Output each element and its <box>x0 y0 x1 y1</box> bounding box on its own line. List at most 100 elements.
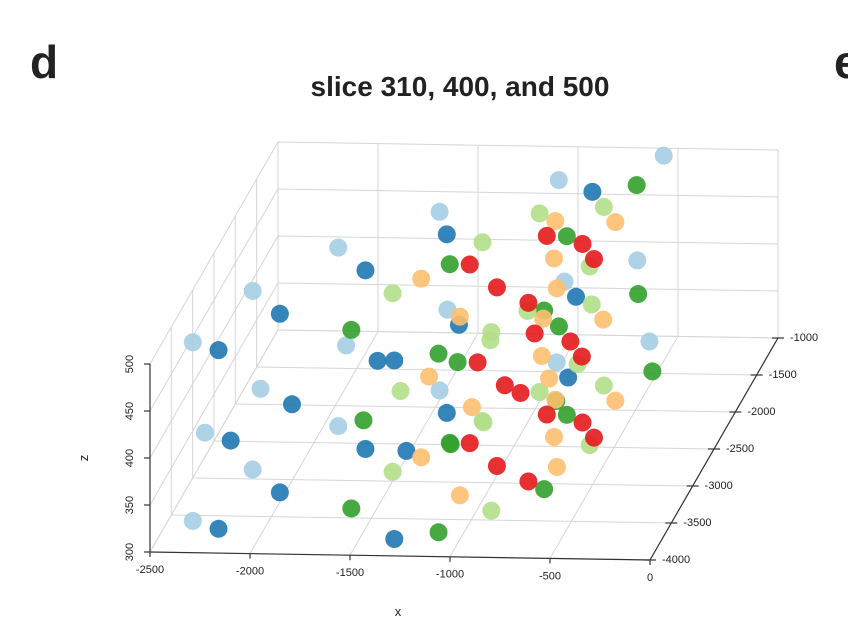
point <box>209 519 228 538</box>
point <box>385 351 404 370</box>
grid-line <box>149 282 279 506</box>
point <box>654 146 673 165</box>
z-tick-label: 300 <box>124 543 136 561</box>
point <box>473 233 492 252</box>
point <box>270 483 289 502</box>
point <box>270 304 289 323</box>
point <box>561 332 580 351</box>
point <box>557 405 576 424</box>
point <box>450 486 469 505</box>
chart-title: slice 310, 400, and 500 <box>311 71 610 102</box>
point <box>482 501 501 520</box>
x-axis-label: x <box>395 604 402 619</box>
point <box>487 278 506 297</box>
point <box>628 251 647 270</box>
y-tick-label: -3500 <box>683 517 711 529</box>
point <box>437 403 456 422</box>
x-tick-label: -1000 <box>436 569 464 581</box>
point <box>412 448 431 467</box>
point <box>525 324 544 343</box>
x-axis <box>149 551 651 561</box>
grid-line <box>171 514 672 524</box>
y-tick-label: -4000 <box>662 554 690 566</box>
point <box>482 323 501 342</box>
z-tick-label: 450 <box>124 402 136 420</box>
point <box>643 362 662 381</box>
point <box>429 344 448 363</box>
panel-label: d <box>30 36 58 88</box>
grid-line <box>277 188 779 198</box>
point <box>545 428 563 447</box>
point <box>195 423 214 442</box>
point <box>243 281 262 300</box>
point <box>440 255 459 274</box>
point <box>495 376 514 395</box>
point <box>549 171 568 190</box>
point <box>534 309 553 328</box>
point <box>356 439 375 458</box>
point <box>243 460 262 479</box>
point <box>383 284 402 303</box>
point <box>547 279 566 298</box>
point <box>283 395 301 414</box>
point <box>487 457 506 475</box>
y-tick-label: -1500 <box>769 369 797 381</box>
point <box>441 435 460 454</box>
next-panel-label: e <box>834 36 848 88</box>
point <box>448 353 467 372</box>
point <box>557 227 576 246</box>
point <box>463 398 481 417</box>
point <box>585 250 603 269</box>
point <box>251 379 270 398</box>
point <box>573 413 592 432</box>
y-tick-label: -2000 <box>747 406 775 418</box>
point <box>391 382 410 401</box>
point <box>537 226 556 245</box>
x-tick-label: 0 <box>647 572 653 584</box>
point <box>537 405 556 424</box>
point <box>429 523 448 542</box>
point <box>545 249 563 268</box>
grid-line <box>277 235 779 245</box>
point <box>383 462 402 481</box>
point <box>640 332 659 351</box>
point <box>519 472 538 491</box>
point <box>183 333 202 352</box>
point <box>530 204 549 223</box>
x-tick-label: -2500 <box>136 564 164 576</box>
point <box>546 212 565 231</box>
grid-line <box>256 366 757 376</box>
point <box>437 225 456 244</box>
point <box>420 367 439 386</box>
grid-line <box>235 403 736 413</box>
z-tick-label: 350 <box>124 496 136 514</box>
point <box>342 499 361 518</box>
grid-line <box>149 141 279 365</box>
point <box>354 411 373 430</box>
y-tick-label: -2500 <box>726 443 754 455</box>
point <box>546 390 565 409</box>
point <box>585 428 603 447</box>
point <box>549 317 568 336</box>
z-tick-label: 500 <box>124 355 136 373</box>
point <box>627 176 646 195</box>
point <box>342 320 361 339</box>
point <box>567 287 585 306</box>
point <box>221 431 240 450</box>
point <box>530 383 549 401</box>
grid-line <box>149 329 279 553</box>
point <box>540 369 559 388</box>
point <box>474 413 493 432</box>
point <box>183 511 202 530</box>
y-tick-label: -3000 <box>705 480 733 492</box>
z-tick-label: 400 <box>124 449 136 467</box>
point <box>209 341 228 360</box>
point <box>594 197 613 216</box>
point <box>356 261 375 280</box>
z-axis-label: z <box>76 455 91 462</box>
point <box>511 383 530 402</box>
point <box>460 434 479 453</box>
point <box>547 353 566 372</box>
point <box>450 307 469 326</box>
